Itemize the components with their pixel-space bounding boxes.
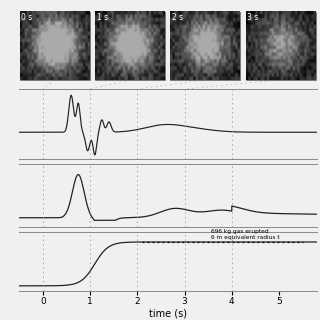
Text: 3 s: 3 s [247,13,259,22]
X-axis label: time (s): time (s) [149,308,187,318]
Text: 1 s: 1 s [97,13,108,22]
Text: 696 kg gas erupted
6 m equivalent radius t: 696 kg gas erupted 6 m equivalent radius… [211,229,279,240]
Text: 2 s: 2 s [172,13,183,22]
Text: 0 s: 0 s [21,13,33,22]
